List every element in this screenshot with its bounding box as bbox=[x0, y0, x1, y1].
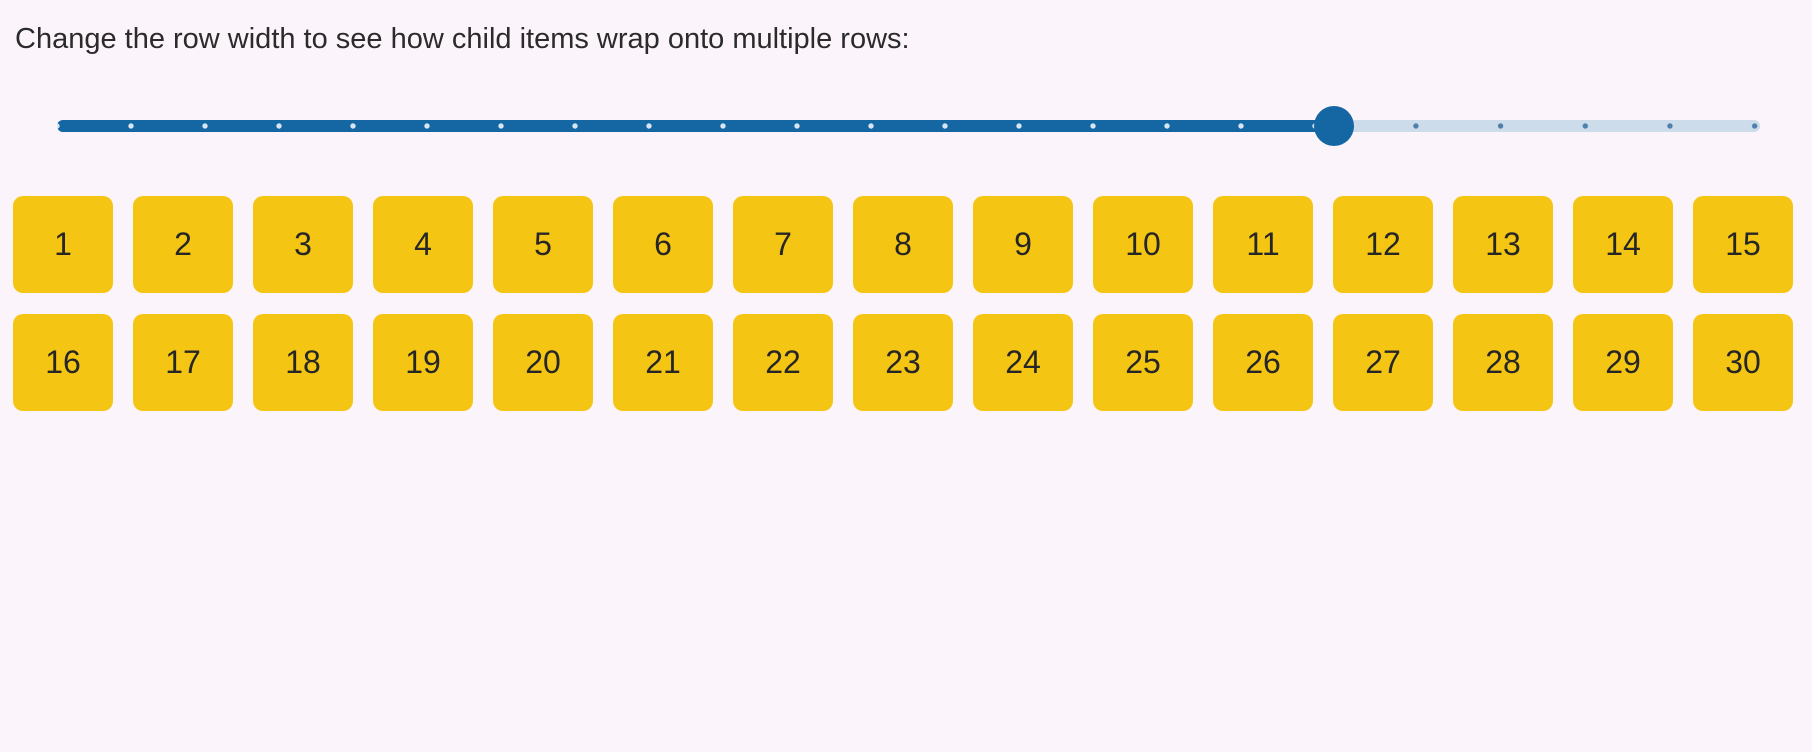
wrap-item: 24 bbox=[973, 314, 1073, 411]
wrap-item: 29 bbox=[1573, 314, 1673, 411]
wrap-item: 26 bbox=[1213, 314, 1313, 411]
wrap-item: 17 bbox=[133, 314, 233, 411]
wrap-item: 12 bbox=[1333, 196, 1433, 293]
wrap-item: 3 bbox=[253, 196, 353, 293]
wrap-item: 4 bbox=[373, 196, 473, 293]
wrap-item: 28 bbox=[1453, 314, 1553, 411]
wrap-item: 8 bbox=[853, 196, 953, 293]
wrap-item: 19 bbox=[373, 314, 473, 411]
wrap-item: 5 bbox=[493, 196, 593, 293]
wrap-item: 14 bbox=[1573, 196, 1673, 293]
wrap-item: 10 bbox=[1093, 196, 1193, 293]
wrap-item: 6 bbox=[613, 196, 713, 293]
wrap-item: 2 bbox=[133, 196, 233, 293]
wrap-item: 30 bbox=[1693, 314, 1793, 411]
wrap-item: 25 bbox=[1093, 314, 1193, 411]
wrap-item: 7 bbox=[733, 196, 833, 293]
wrap-item: 23 bbox=[853, 314, 953, 411]
wrap-item: 22 bbox=[733, 314, 833, 411]
wrap-items-container: 1 2 3 4 5 6 7 8 9 10 11 12 13 14 15 16 17 18 19 20 21 22 23 24 2… bbox=[13, 196, 1795, 411]
wrap-item: 15 bbox=[1693, 196, 1793, 293]
wrap-item: 1 bbox=[13, 196, 113, 293]
wrap-item: 11 bbox=[1213, 196, 1313, 293]
slider-fill bbox=[57, 120, 1335, 132]
page-title: Change the row width to see how child it… bbox=[15, 23, 910, 55]
wrap-item: 27 bbox=[1333, 314, 1433, 411]
wrap-item: 16 bbox=[13, 314, 113, 411]
wrap-item: 21 bbox=[613, 314, 713, 411]
slider-thumb[interactable] bbox=[1314, 106, 1355, 146]
wrap-item: 9 bbox=[973, 196, 1073, 293]
row-width-slider[interactable] bbox=[57, 106, 1760, 146]
wrap-item: 18 bbox=[253, 314, 353, 411]
wrap-item: 13 bbox=[1453, 196, 1553, 293]
wrap-item: 20 bbox=[493, 314, 593, 411]
